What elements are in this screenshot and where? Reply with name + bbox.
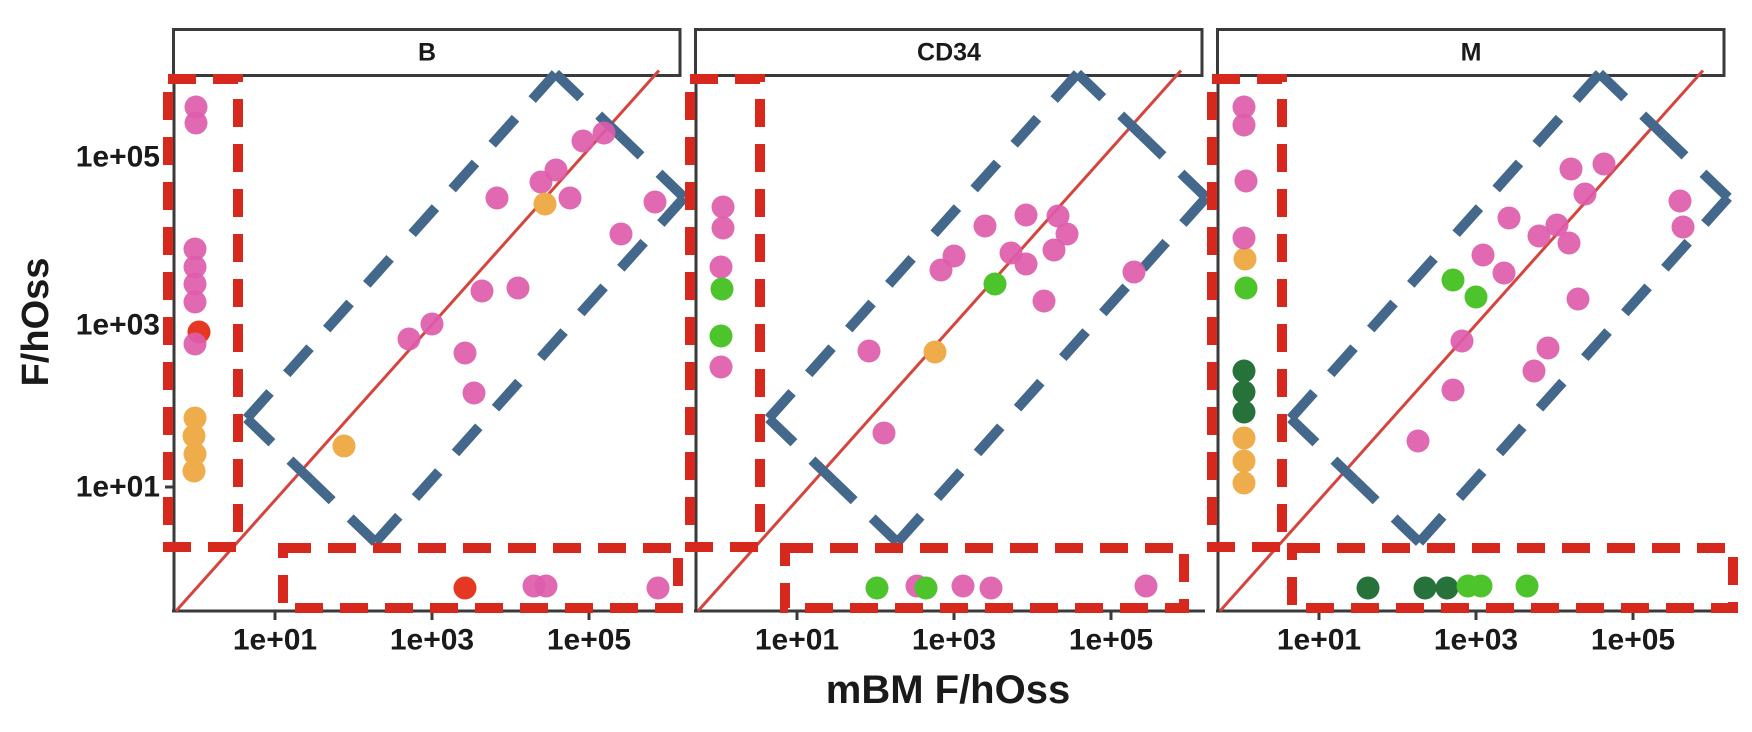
svg-text:1e+03: 1e+03 [1434,624,1518,657]
svg-text:1e+03: 1e+03 [76,309,160,342]
svg-text:1e+03: 1e+03 [390,624,474,657]
svg-text:1e+05: 1e+05 [1069,624,1153,657]
svg-text:CD34: CD34 [917,39,981,67]
svg-text:mBM F/hOss: mBM F/hOss [826,668,1070,712]
svg-text:1e+05: 1e+05 [76,141,160,174]
svg-text:1e+05: 1e+05 [1591,624,1675,657]
svg-text:1e+05: 1e+05 [547,624,631,657]
svg-text:F/hOss: F/hOss [15,258,57,387]
svg-text:1e+01: 1e+01 [233,624,317,657]
svg-text:1e+03: 1e+03 [912,624,996,657]
svg-text:1e+01: 1e+01 [1277,624,1361,657]
svg-text:1e+01: 1e+01 [755,624,839,657]
svg-text:1e+01: 1e+01 [76,471,160,504]
svg-text:B: B [418,39,436,67]
svg-text:M: M [1461,39,1482,67]
